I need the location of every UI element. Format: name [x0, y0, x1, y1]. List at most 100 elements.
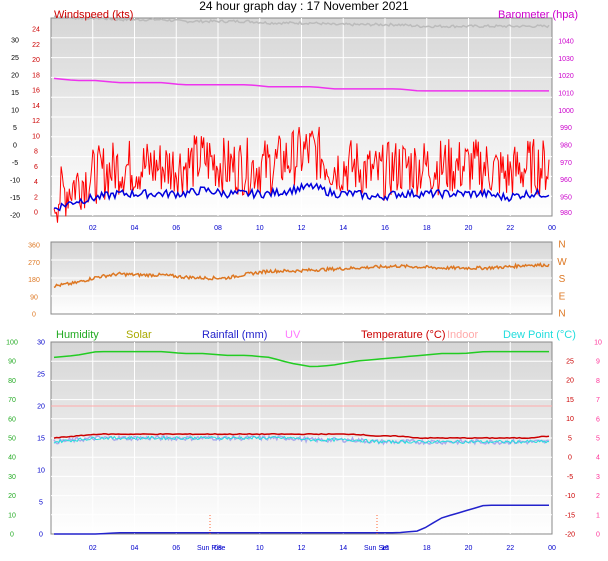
wind-grey-line [53, 15, 550, 29]
panel1-x-axis: 02 04 06 08 10 12 14 16 18 20 22 00 [89, 225, 556, 232]
right-tick-label: 950 [560, 195, 572, 202]
windspeed-label: Windspeed (kts) [54, 9, 133, 21]
x-tick-label: 12 [298, 545, 306, 552]
panel1-series [53, 15, 550, 223]
x-tick-label: 08 [214, 225, 222, 232]
left-inner-tick-label: 14 [32, 103, 40, 110]
left-inner-tick-label: 10 [32, 133, 40, 140]
rainfall-label: Rainfall (mm) [202, 329, 267, 341]
left-outer-tick-label: -20 [10, 213, 20, 220]
compass-tick-label: S [559, 274, 566, 285]
compass-tick-label: N [558, 309, 565, 320]
temperature-label: Temperature (°C) [361, 329, 445, 341]
humidity-tick-label: 20 [8, 493, 16, 500]
right-tick-label: 1010 [558, 91, 574, 98]
x-tick-label: 04 [131, 225, 139, 232]
humidity-tick-label: 70 [8, 397, 16, 404]
temperature-tick-label: 20 [566, 378, 574, 385]
rainfall-tick-label: 30 [37, 340, 45, 347]
x-tick-label: 08 [214, 545, 222, 552]
temperature-tick-label: 15 [566, 397, 574, 404]
temperature-tick-label: 10 [566, 416, 574, 423]
left-outer-tick-label: 25 [11, 55, 19, 62]
x-tick-label: 10 [256, 545, 264, 552]
left-inner-tick-label: 8 [34, 149, 38, 156]
humidity-tick-label: 0 [10, 532, 14, 539]
temperature-tick-label: -5 [567, 474, 573, 481]
direction-tick-label: 90 [30, 294, 38, 301]
panel3-x-axis: 02 04 06 08 10 12 14 16 18 20 22 00 [89, 545, 556, 552]
uv-tick-label: 10 [594, 340, 602, 347]
panel3-series [51, 350, 552, 535]
x-tick-label: 16 [381, 225, 389, 232]
left-inner-tick-label: 2 [34, 194, 38, 201]
uv-tick-label: 5 [596, 436, 600, 443]
humidity-tick-label: 30 [8, 474, 16, 481]
windspeed-line [53, 126, 550, 223]
x-tick-label: 14 [339, 545, 347, 552]
barometer-line [53, 77, 549, 92]
right-tick-label: 980 [560, 143, 572, 150]
wind-average-line [53, 181, 550, 212]
humidity-tick-label: 40 [8, 455, 16, 462]
humidity-tick-label: 90 [8, 359, 16, 366]
left-inner-tick-label: 6 [34, 164, 38, 171]
dew-point-line [53, 435, 550, 445]
panel1-right-axis: 1040 1030 1020 1010 1000 990 980 970 960 950 980 [558, 39, 574, 218]
left-outer-tick-label: 30 [11, 38, 19, 45]
wind-direction-line [53, 262, 550, 289]
rainfall-tick-label: 10 [37, 468, 45, 475]
uv-tick-label: 2 [596, 493, 600, 500]
right-tick-label: 980 [560, 210, 572, 217]
humidity-line [53, 350, 549, 368]
left-outer-tick-label: 0 [13, 143, 17, 150]
left-outer-tick-label: -10 [10, 178, 20, 185]
humidity-tick-label: 100 [6, 340, 18, 347]
sunset-label: Sun Set [364, 545, 389, 552]
compass-tick-label: E [559, 291, 566, 302]
sunrise-label: Sun Rise [197, 545, 226, 552]
panel3-left-inner-axis: 30 25 20 15 10 5 0 [37, 340, 45, 539]
rainfall-tick-label: 15 [37, 436, 45, 443]
rainfall-tick-label: 0 [39, 532, 43, 539]
x-tick-label: 18 [423, 225, 431, 232]
uv-tick-label: 4 [596, 455, 600, 462]
rainfall-tick-label: 20 [37, 404, 45, 411]
left-outer-tick-label: 15 [11, 90, 19, 97]
left-inner-tick-label: 0 [34, 210, 38, 217]
x-tick-label: 02 [89, 545, 97, 552]
right-tick-label: 1020 [558, 73, 574, 80]
left-inner-tick-label: 4 [34, 179, 38, 186]
right-tick-label: 1040 [558, 39, 574, 46]
panel2-series [53, 262, 550, 289]
x-tick-label: 04 [131, 545, 139, 552]
right-tick-label: 990 [560, 125, 572, 132]
left-outer-tick-label: -5 [12, 160, 18, 167]
humidity-tick-label: 80 [8, 378, 16, 385]
left-inner-tick-label: 20 [32, 57, 40, 64]
rainfall-line [54, 504, 549, 535]
x-tick-label: 22 [506, 225, 514, 232]
left-outer-tick-label: -15 [10, 195, 20, 202]
temperature-tick-label: 0 [568, 455, 572, 462]
panel1-left-outer-axis: 30 25 20 15 10 5 0 -5 -10 -15 -20 [10, 38, 20, 220]
temperature-tick-label: -20 [565, 532, 575, 539]
left-inner-tick-label: 12 [32, 118, 40, 125]
left-inner-tick-label: 22 [32, 42, 40, 49]
x-tick-label: 02 [89, 225, 97, 232]
compass-tick-label: W [557, 257, 567, 268]
x-tick-label: 00 [548, 545, 556, 552]
uv-tick-label: 9 [596, 359, 600, 366]
direction-tick-label: 180 [28, 277, 40, 284]
left-outer-tick-label: 20 [11, 73, 19, 80]
x-tick-label: 10 [256, 225, 264, 232]
humidity-tick-label: 60 [8, 416, 16, 423]
x-tick-label: 20 [465, 545, 473, 552]
x-tick-label: 16 [381, 545, 389, 552]
panel2-left-axis: 360 270 180 90 0 [28, 243, 40, 319]
